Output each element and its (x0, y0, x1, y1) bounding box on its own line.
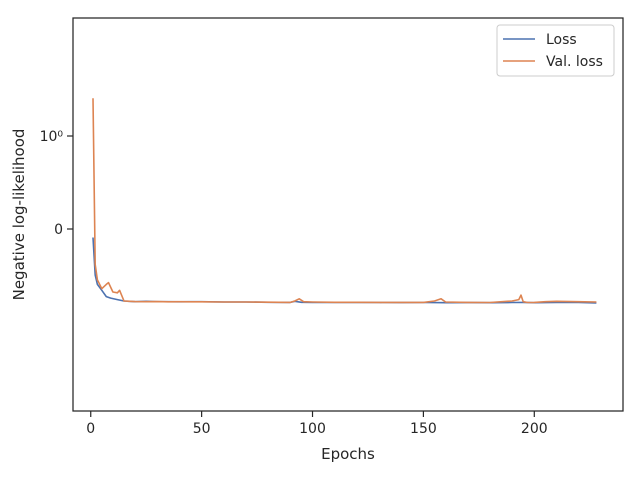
series-line-val-loss (92, 98, 597, 304)
plot-lines (92, 98, 597, 304)
y-axis-ticks: 10⁰ 0 (40, 129, 73, 238)
y-tick-label: 10⁰ (40, 129, 64, 145)
legend-label-val-loss: Val. loss (546, 54, 603, 70)
legend-label-loss: Loss (546, 32, 577, 48)
x-tick-label: 0 (86, 421, 95, 437)
x-axis-label: Epochs (321, 445, 375, 463)
x-axis-ticks: 0 50 100 150 200 (86, 411, 548, 437)
x-tick-label: 50 (193, 421, 211, 437)
y-axis-label: Negative log-likelihood (10, 129, 28, 301)
legend-box (496, 24, 615, 77)
x-tick-label: 200 (521, 421, 548, 437)
x-tick-label: 150 (410, 421, 437, 437)
plot-frame (72, 17, 624, 412)
y-tick-label: 0 (54, 222, 63, 238)
x-tick-label: 100 (299, 421, 326, 437)
legend: Loss Val. loss (496, 24, 615, 77)
